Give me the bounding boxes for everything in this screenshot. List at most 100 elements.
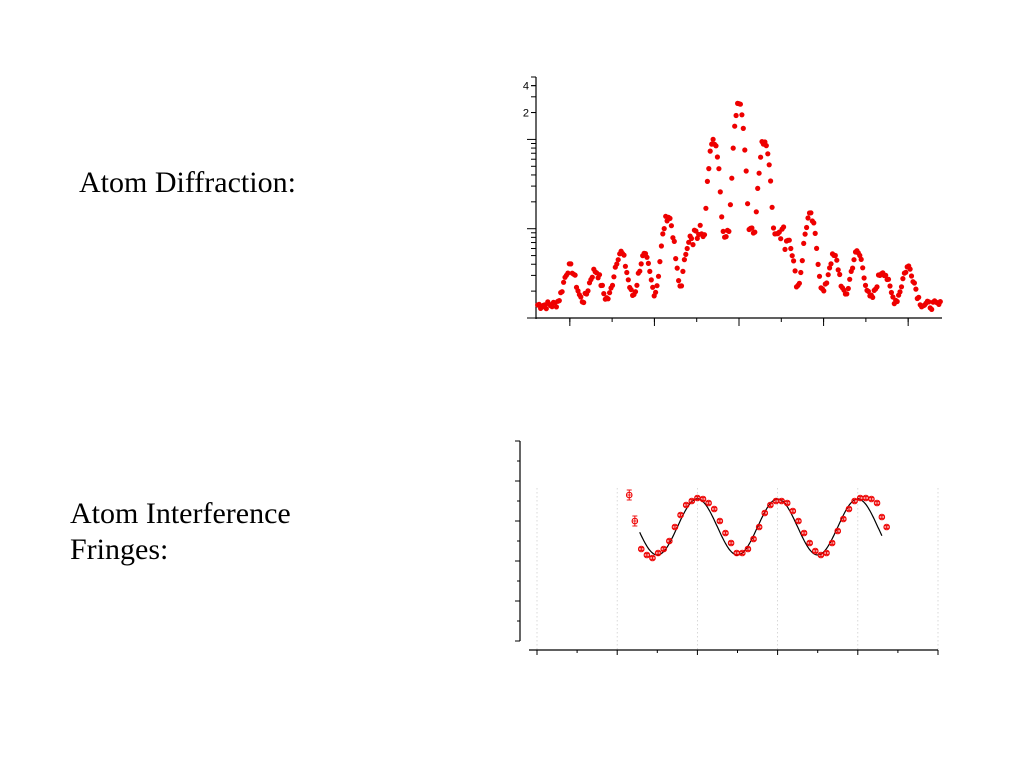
data-point bbox=[874, 284, 880, 290]
diffraction-heading: Atom Diffraction: bbox=[79, 166, 296, 199]
data-point bbox=[654, 549, 662, 557]
data-point bbox=[677, 511, 684, 519]
data-point bbox=[653, 289, 659, 295]
data-point bbox=[761, 509, 769, 517]
data-point bbox=[860, 265, 866, 271]
data-point bbox=[693, 228, 699, 234]
data-point bbox=[647, 268, 653, 274]
data-point bbox=[643, 551, 651, 559]
data-point bbox=[733, 112, 739, 119]
data-point bbox=[678, 283, 685, 289]
data-point bbox=[704, 178, 711, 184]
data-point bbox=[768, 178, 774, 184]
data-point bbox=[835, 267, 841, 273]
data-point bbox=[690, 242, 696, 248]
data-point bbox=[883, 272, 889, 278]
y-minor-tick-label: 2 bbox=[523, 108, 529, 120]
data-point bbox=[750, 535, 757, 543]
data-point bbox=[660, 231, 666, 237]
data-point bbox=[703, 205, 709, 211]
data-point bbox=[625, 489, 633, 501]
data-point bbox=[674, 265, 680, 271]
data-point bbox=[913, 286, 919, 292]
data-point bbox=[755, 523, 763, 531]
data-point bbox=[628, 287, 634, 293]
data-point bbox=[553, 304, 560, 310]
data-point bbox=[737, 101, 744, 107]
data-point bbox=[601, 291, 607, 297]
data-point bbox=[660, 545, 668, 553]
data-point bbox=[800, 529, 808, 537]
data-point bbox=[814, 245, 820, 251]
data-point bbox=[806, 539, 813, 547]
data-point bbox=[676, 278, 682, 284]
data-point bbox=[572, 272, 578, 278]
diffraction-chart: 24 bbox=[523, 76, 943, 326]
data-point bbox=[745, 201, 751, 207]
data-point bbox=[714, 154, 721, 160]
data-point bbox=[937, 299, 943, 305]
data-point bbox=[798, 269, 804, 276]
data-point bbox=[765, 151, 771, 157]
data-point bbox=[786, 237, 792, 243]
data-point bbox=[791, 258, 797, 264]
data-point bbox=[758, 154, 764, 160]
data-point bbox=[565, 270, 571, 276]
data-point bbox=[840, 515, 847, 523]
data-point bbox=[727, 202, 734, 208]
data-point bbox=[716, 517, 724, 525]
data-point bbox=[581, 299, 587, 306]
data-point bbox=[811, 547, 819, 555]
data-point bbox=[851, 497, 858, 505]
data-point bbox=[828, 261, 834, 267]
data-point bbox=[650, 284, 656, 290]
data-point bbox=[578, 294, 584, 300]
data-point bbox=[802, 231, 808, 237]
data-point bbox=[828, 539, 836, 547]
data-point bbox=[648, 277, 654, 283]
data-point bbox=[870, 294, 876, 300]
data-point bbox=[812, 230, 818, 236]
data-point bbox=[637, 545, 645, 553]
data-point bbox=[755, 185, 761, 191]
data-point bbox=[837, 271, 843, 278]
data-point bbox=[631, 515, 639, 527]
data-point bbox=[607, 290, 613, 296]
data-point bbox=[844, 291, 850, 297]
data-point bbox=[897, 289, 903, 295]
interference-heading: Atom Interference Fringes: bbox=[70, 497, 291, 566]
data-point bbox=[657, 259, 663, 265]
data-point bbox=[723, 234, 729, 240]
data-point bbox=[743, 168, 749, 174]
data-point bbox=[694, 494, 701, 502]
data-point bbox=[799, 258, 805, 264]
data-point bbox=[732, 123, 738, 129]
data-point bbox=[668, 223, 675, 229]
data-point bbox=[645, 260, 652, 266]
data-point bbox=[767, 501, 774, 509]
data-point bbox=[926, 299, 932, 305]
data-point bbox=[789, 507, 797, 515]
data-point bbox=[682, 501, 690, 509]
data-point bbox=[885, 276, 892, 282]
data-point bbox=[710, 136, 716, 142]
data-point bbox=[699, 495, 707, 503]
data-point bbox=[673, 256, 679, 262]
data-point bbox=[589, 274, 595, 280]
data-point bbox=[722, 529, 729, 537]
data-point bbox=[717, 189, 723, 195]
data-point bbox=[729, 175, 735, 181]
data-point bbox=[823, 549, 830, 557]
data-point bbox=[634, 282, 640, 288]
data-point bbox=[559, 289, 565, 295]
data-point bbox=[887, 283, 893, 289]
data-point bbox=[827, 265, 833, 271]
data-point bbox=[706, 166, 712, 172]
data-point bbox=[666, 537, 673, 545]
data-point bbox=[609, 282, 616, 288]
data-point bbox=[770, 225, 777, 231]
data-point bbox=[857, 252, 863, 259]
data-point bbox=[783, 499, 791, 507]
data-point bbox=[585, 288, 591, 294]
